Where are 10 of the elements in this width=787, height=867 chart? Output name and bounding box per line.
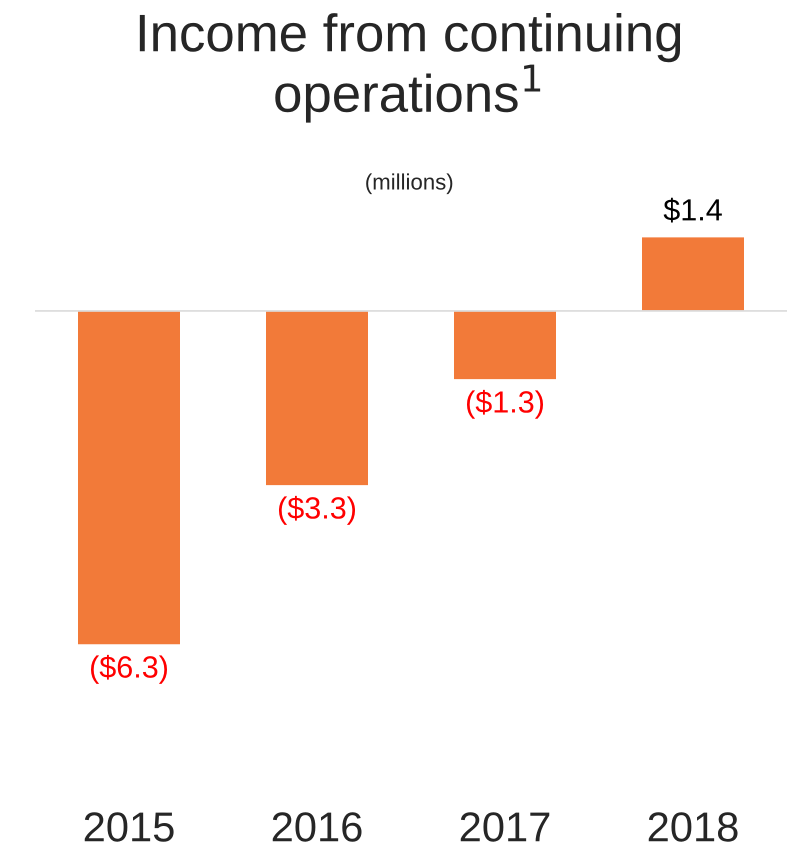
x-tick-label: 2016 (272, 812, 362, 842)
chart-title: Income from continuing operations$^{1}$ (140, 13, 680, 123)
data-label: ($3.3) (278, 496, 356, 525)
x-tick-label: 2017 (460, 812, 550, 842)
data-label: ($1.3) (466, 390, 544, 419)
data-label: ($6.3) (90, 654, 168, 684)
data-label: $1.4 (664, 198, 722, 222)
x-tick-label: 2018 (648, 812, 738, 842)
x-tick-label: 2015 (84, 812, 174, 842)
chart-subtitle: (millions) (366, 173, 452, 194)
